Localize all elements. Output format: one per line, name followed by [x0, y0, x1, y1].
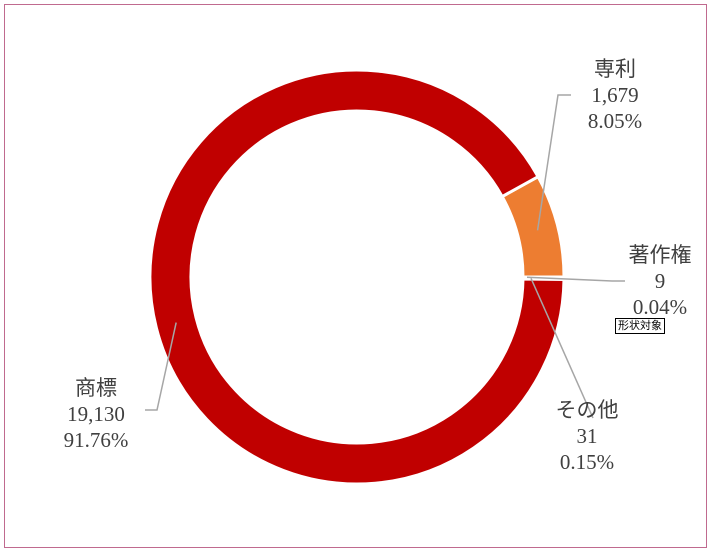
label-copyright: 著作権 9 0.04%	[615, 242, 705, 320]
leader-line-other	[530, 277, 594, 419]
label-name: その他	[555, 398, 619, 422]
label-value: 19,130	[67, 402, 125, 426]
label-name: 商標	[75, 376, 117, 400]
label-percent: 0.15%	[559, 450, 615, 474]
label-other: その他 31 0.15%	[542, 397, 632, 475]
label-value: 9	[654, 269, 666, 293]
slice-3[interactable]	[148, 68, 566, 486]
label-name: 著作権	[628, 243, 692, 267]
shape-object-tooltip: 形状対象	[615, 318, 665, 334]
label-percent: 8.05%	[587, 109, 643, 133]
label-value: 31	[576, 424, 598, 448]
leader-line-trademark	[145, 322, 177, 411]
label-value: 1,679	[591, 83, 639, 107]
label-percent: 0.04%	[632, 295, 688, 319]
label-name: 専利	[594, 57, 636, 81]
leader-line-copyright	[526, 276, 625, 282]
label-percent: 91.76%	[63, 428, 129, 452]
label-trademark: 商標 19,130 91.76%	[46, 375, 146, 453]
label-patent: 専利 1,679 8.05%	[571, 56, 659, 134]
leader-line-patent	[536, 94, 571, 231]
